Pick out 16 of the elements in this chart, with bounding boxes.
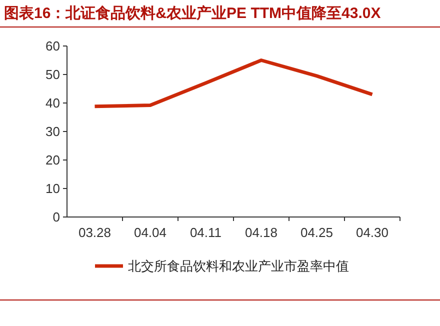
legend-label: 北交所食品饮料和农业产业市盈率中值	[128, 258, 349, 274]
x-tick-label: 04.18	[244, 225, 278, 240]
line-series	[93, 58, 374, 108]
y-tick-label: 30	[46, 124, 60, 140]
chart-title: 图表16：北证食品饮料&农业产业PE TTM中值降至43.0X	[4, 5, 381, 22]
y-tick-label: 40	[46, 96, 60, 111]
x-tick-label: 03.28	[78, 225, 112, 240]
x-tick-label: 04.04	[134, 225, 167, 240]
y-tick-label: 0	[52, 210, 60, 225]
y-tick-label: 60	[46, 38, 60, 54]
y-tick-label: 10	[46, 181, 60, 196]
x-tick-label: 04.30	[356, 225, 389, 240]
y-tick-label: 20	[46, 152, 60, 168]
y-tick-label: 50	[46, 67, 60, 82]
x-tick-label: 04.11	[190, 225, 222, 240]
x-tick-label: 04.25	[300, 225, 334, 240]
